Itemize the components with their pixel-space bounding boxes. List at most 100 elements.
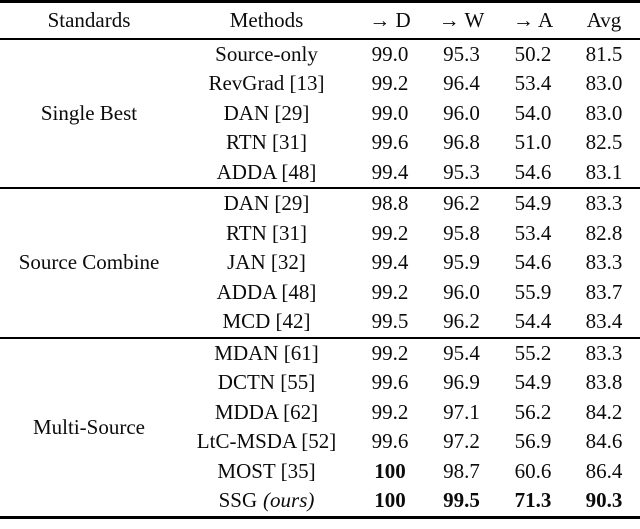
value-a: 50.2 <box>514 41 552 66</box>
table-row: ADDA [48] 99.2 96.0 55.9 83.7 <box>0 278 640 308</box>
value-w: 95.3 <box>443 159 480 184</box>
value-a: 55.9 <box>514 279 552 304</box>
table-row: RTN [31] 99.6 96.8 51.0 82.5 <box>0 128 640 158</box>
method-label: MDAN [61] <box>214 340 319 365</box>
value-w: 96.8 <box>443 130 480 155</box>
section-source-combine: Source Combine DAN [29] 98.8 96.2 54.9 8… <box>0 188 640 338</box>
value-avg: 84.2 <box>585 399 623 424</box>
method-label: RevGrad [13] <box>208 71 325 96</box>
value-w: 95.4 <box>443 340 480 365</box>
method-label: DAN [29] <box>223 100 310 125</box>
value-a: 71.3 <box>514 488 552 513</box>
value-w: 96.0 <box>443 279 480 304</box>
value-d: 100 <box>374 488 406 513</box>
header-row: Standards Methods → D → W → A Avg <box>0 1 640 40</box>
table-row: Multi-Source MDAN [61] 99.2 95.4 55.2 83… <box>0 338 640 439</box>
method-cell: RevGrad [13] <box>178 69 355 99</box>
method-label: ADDA [48] <box>216 279 317 304</box>
value-w: 98.7 <box>443 458 480 483</box>
standards-label-multi-source: Multi-Source <box>33 414 145 439</box>
method-label: DCTN [55] <box>217 370 316 395</box>
table-row: Source Combine DAN [29] 98.8 96.2 54.9 8… <box>0 188 640 274</box>
value-avg: 83.7 <box>585 279 623 304</box>
table-row: MCD [42] 99.5 96.2 54.4 83.4 <box>0 307 640 338</box>
method-label: RTN [31] <box>226 220 307 245</box>
value-avg: 83.8 <box>585 370 623 395</box>
table-row: DCTN [55] 99.6 96.9 54.9 83.8 <box>0 368 640 398</box>
value-w: 96.9 <box>443 370 480 395</box>
section-single-best: Single Best Source-only 99.0 95.3 50.2 8… <box>0 38 640 189</box>
value-avg: 83.1 <box>585 159 623 184</box>
value-d: 98.8 <box>371 191 409 216</box>
method-cell: DAN [29] <box>178 99 355 129</box>
col-header-standards: Standards <box>0 1 178 40</box>
value-d: 99.2 <box>371 399 409 424</box>
value-w: 95.3 <box>443 41 480 66</box>
table-row: LtC-MSDA [52] 99.6 97.2 56.9 84.6 <box>0 427 640 457</box>
value-a: 54.4 <box>514 309 552 334</box>
value-w: 96.2 <box>443 309 480 334</box>
value-avg: 83.0 <box>585 100 623 125</box>
value-w: 96.0 <box>443 100 480 125</box>
method-label: MDDA [62] <box>214 399 319 424</box>
method-label: JAN [32] <box>227 250 306 275</box>
table-row: Single Best Source-only 99.0 95.3 50.2 8… <box>0 39 640 125</box>
value-avg: 90.3 <box>585 488 623 513</box>
value-avg: 81.5 <box>585 41 623 66</box>
value-avg: 83.3 <box>585 250 623 275</box>
table-row: ADDA [48] 99.4 95.3 54.6 83.1 <box>0 158 640 189</box>
value-a: 54.6 <box>514 250 552 275</box>
method-label: Source-only <box>215 41 318 66</box>
value-d: 99.0 <box>371 100 409 125</box>
method-cell: RTN [31] <box>178 219 355 249</box>
value-w: 95.8 <box>443 220 480 245</box>
method-cell: DAN [29] <box>178 188 355 219</box>
method-label: ADDA [48] <box>216 159 317 184</box>
value-a: 60.6 <box>514 458 552 483</box>
value-w: 99.5 <box>443 488 480 513</box>
method-label: RTN [31] <box>226 130 307 155</box>
value-avg: 82.5 <box>585 130 623 155</box>
value-avg: 83.3 <box>585 191 623 216</box>
table-row: RTN [31] 99.2 95.8 53.4 82.8 <box>0 219 640 249</box>
value-a: 53.4 <box>514 71 552 96</box>
value-d: 99.2 <box>371 71 409 96</box>
value-a: 51.0 <box>514 130 552 155</box>
value-a: 56.9 <box>514 429 552 454</box>
value-d: 99.4 <box>371 159 409 184</box>
table-row: RevGrad [13] 99.2 96.4 53.4 83.0 <box>0 69 640 99</box>
method-cell: ADDA [48] <box>178 278 355 308</box>
value-d: 100 <box>374 458 406 483</box>
value-w: 97.2 <box>443 429 480 454</box>
col-header-avg: Avg <box>568 1 640 40</box>
method-cell: RTN [31] <box>178 128 355 158</box>
method-cell: MOST [35] <box>178 457 355 487</box>
value-d: 99.2 <box>371 279 409 304</box>
col-header-arrow-a: → A <box>498 1 568 40</box>
table-row: MOST [35] 100 98.7 60.6 86.4 <box>0 457 640 487</box>
method-cell: ADDA [48] <box>178 158 355 189</box>
value-a: 55.2 <box>514 340 552 365</box>
table-row: JAN [32] 99.4 95.9 54.6 83.3 <box>0 248 640 278</box>
table-row: DAN [29] 99.0 96.0 54.0 83.0 <box>0 99 640 129</box>
method-label: LtC-MSDA [52] <box>196 429 337 454</box>
method-cell: MDAN [61] <box>178 338 355 369</box>
table-row: SSG (ours) 100 99.5 71.3 90.3 <box>0 486 640 517</box>
value-avg: 83.4 <box>585 309 623 334</box>
method-label: DAN [29] <box>223 191 310 216</box>
section-multi-source: Multi-Source MDAN [61] 99.2 95.4 55.2 83… <box>0 337 640 518</box>
table-header: Standards Methods → D → W → A Avg <box>0 1 640 40</box>
standards-label-source-combine: Source Combine <box>18 250 160 275</box>
value-a: 53.4 <box>514 220 552 245</box>
value-w: 95.9 <box>443 250 480 275</box>
col-header-arrow-w: → W <box>425 1 498 40</box>
value-a: 54.9 <box>514 191 552 216</box>
value-a: 54.0 <box>514 100 552 125</box>
method-cell: LtC-MSDA [52] <box>178 427 355 457</box>
col-header-arrow-d: → D <box>355 1 425 40</box>
value-d: 99.2 <box>371 340 409 365</box>
method-cell: Source-only <box>178 39 355 70</box>
value-d: 99.4 <box>371 250 409 275</box>
value-a: 56.2 <box>514 399 552 424</box>
